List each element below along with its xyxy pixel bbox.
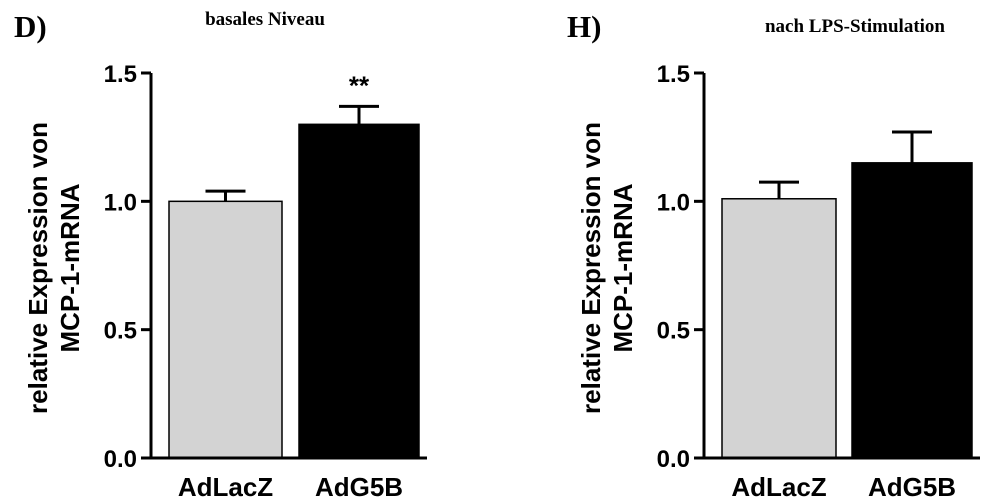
panel-label: H) (567, 9, 601, 44)
y-tick-label: 1.5 (104, 61, 137, 88)
y-axis-label-line-1: relative Expression von (23, 122, 53, 414)
y-axis-label-line-2: MCP-1-mRNA (608, 183, 638, 352)
y-tick-label: 1.5 (657, 61, 690, 88)
y-tick-label: 0.5 (104, 318, 137, 345)
x-tick-label: AdG5B (868, 472, 956, 502)
plot-area: AdLacZ AdG5B ** 0.0 0.5 1.0 1.5 (104, 61, 427, 502)
y-axis-label-line-1: relative Expression von (576, 122, 606, 414)
x-tick-label: AdG5B (315, 472, 403, 502)
x-tick-label: AdLacZ (731, 472, 826, 502)
bar-adg5b (851, 162, 973, 459)
y-axis-label: relative Expression von MCP-1-mRNA (576, 122, 638, 414)
y-tick-label: 1.0 (657, 189, 690, 216)
panel-label: D) (14, 9, 47, 44)
bar-adlacz (721, 198, 837, 459)
chart-panel-h: H) nach LPS-Stimulation relative Express… (567, 9, 980, 502)
y-axis-label: relative Expression von MCP-1-mRNA (23, 122, 85, 414)
chart-panel-d: D) basales Niveau relative Expression vo… (14, 9, 427, 502)
bar-adlacz (168, 200, 283, 459)
y-tick-label: 1.0 (104, 189, 137, 216)
y-tick-label: 0.0 (657, 446, 690, 473)
y-axis-label-line-2: MCP-1-mRNA (55, 183, 85, 352)
x-tick-label: AdLacZ (178, 472, 273, 502)
chart-title: nach LPS-Stimulation (765, 16, 945, 37)
plot-area: AdLacZ AdG5B 0.0 0.5 1.0 1.5 (657, 61, 980, 502)
bar-adg5b (298, 123, 420, 459)
y-tick-label: 0.0 (104, 446, 137, 473)
significance-marker: ** (349, 70, 370, 100)
y-tick-label: 0.5 (657, 318, 690, 345)
chart-title: basales Niveau (205, 9, 325, 30)
